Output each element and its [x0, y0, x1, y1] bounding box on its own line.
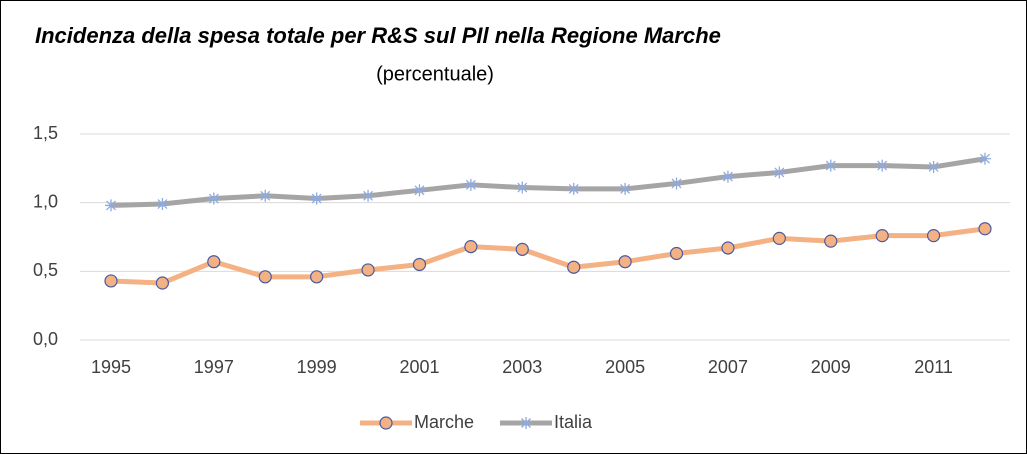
x-tick-label: 2005: [605, 357, 645, 377]
x-tick-label: 2007: [708, 357, 748, 377]
marker: [927, 160, 940, 173]
series-line: [110, 156, 986, 208]
marker: [618, 255, 632, 269]
x-tick-label: 2003: [502, 357, 542, 377]
marker: [979, 152, 991, 165]
legend-marker: [520, 417, 532, 429]
marker: [824, 234, 838, 248]
x-tick-label: 2009: [811, 357, 851, 377]
y-tick-label: 0,5: [33, 260, 58, 280]
legend-label: Italia: [554, 412, 593, 432]
marker: [156, 198, 169, 211]
marker: [567, 260, 581, 274]
y-tick-label: 0,0: [33, 329, 58, 349]
legend-label: Marche: [414, 412, 474, 432]
marker: [773, 166, 786, 179]
y-tick-label: 1,0: [33, 191, 58, 211]
chart-title: Incidenza della spesa totale per R&S sul…: [35, 23, 721, 48]
marker: [721, 241, 735, 255]
marker: [207, 192, 220, 205]
marker: [362, 189, 375, 202]
marker: [875, 229, 889, 243]
legend-marker: [379, 416, 393, 430]
marker: [926, 229, 941, 243]
marker: [516, 181, 529, 194]
marker: [104, 274, 118, 288]
marker: [619, 182, 632, 195]
marker: [105, 199, 117, 212]
marker: [772, 231, 786, 245]
marker: [824, 159, 837, 172]
x-tick-label: 1999: [297, 357, 337, 377]
marker: [361, 263, 375, 277]
marker: [464, 178, 477, 191]
marker: [413, 184, 426, 197]
marker: [310, 270, 324, 284]
marker: [259, 189, 272, 202]
marker: [978, 222, 992, 236]
x-tick-label: 1997: [194, 357, 234, 377]
marker: [464, 240, 478, 254]
marker: [669, 246, 684, 261]
x-tick-label: 2011: [914, 357, 953, 377]
x-tick-label: 1995: [91, 357, 131, 377]
marker: [258, 270, 272, 284]
marker: [412, 257, 427, 272]
chart-subtitle: (percentuale): [376, 63, 494, 85]
marker: [721, 170, 734, 183]
marker: [876, 159, 889, 172]
series-line: [110, 226, 986, 286]
marker: [310, 192, 323, 205]
x-tick-label: 2001: [399, 357, 439, 377]
marker: [670, 177, 683, 190]
marker: [155, 276, 170, 290]
marker: [515, 242, 529, 256]
y-tick-label: 1,5: [33, 123, 58, 143]
marker: [567, 182, 580, 195]
marker: [207, 255, 221, 269]
